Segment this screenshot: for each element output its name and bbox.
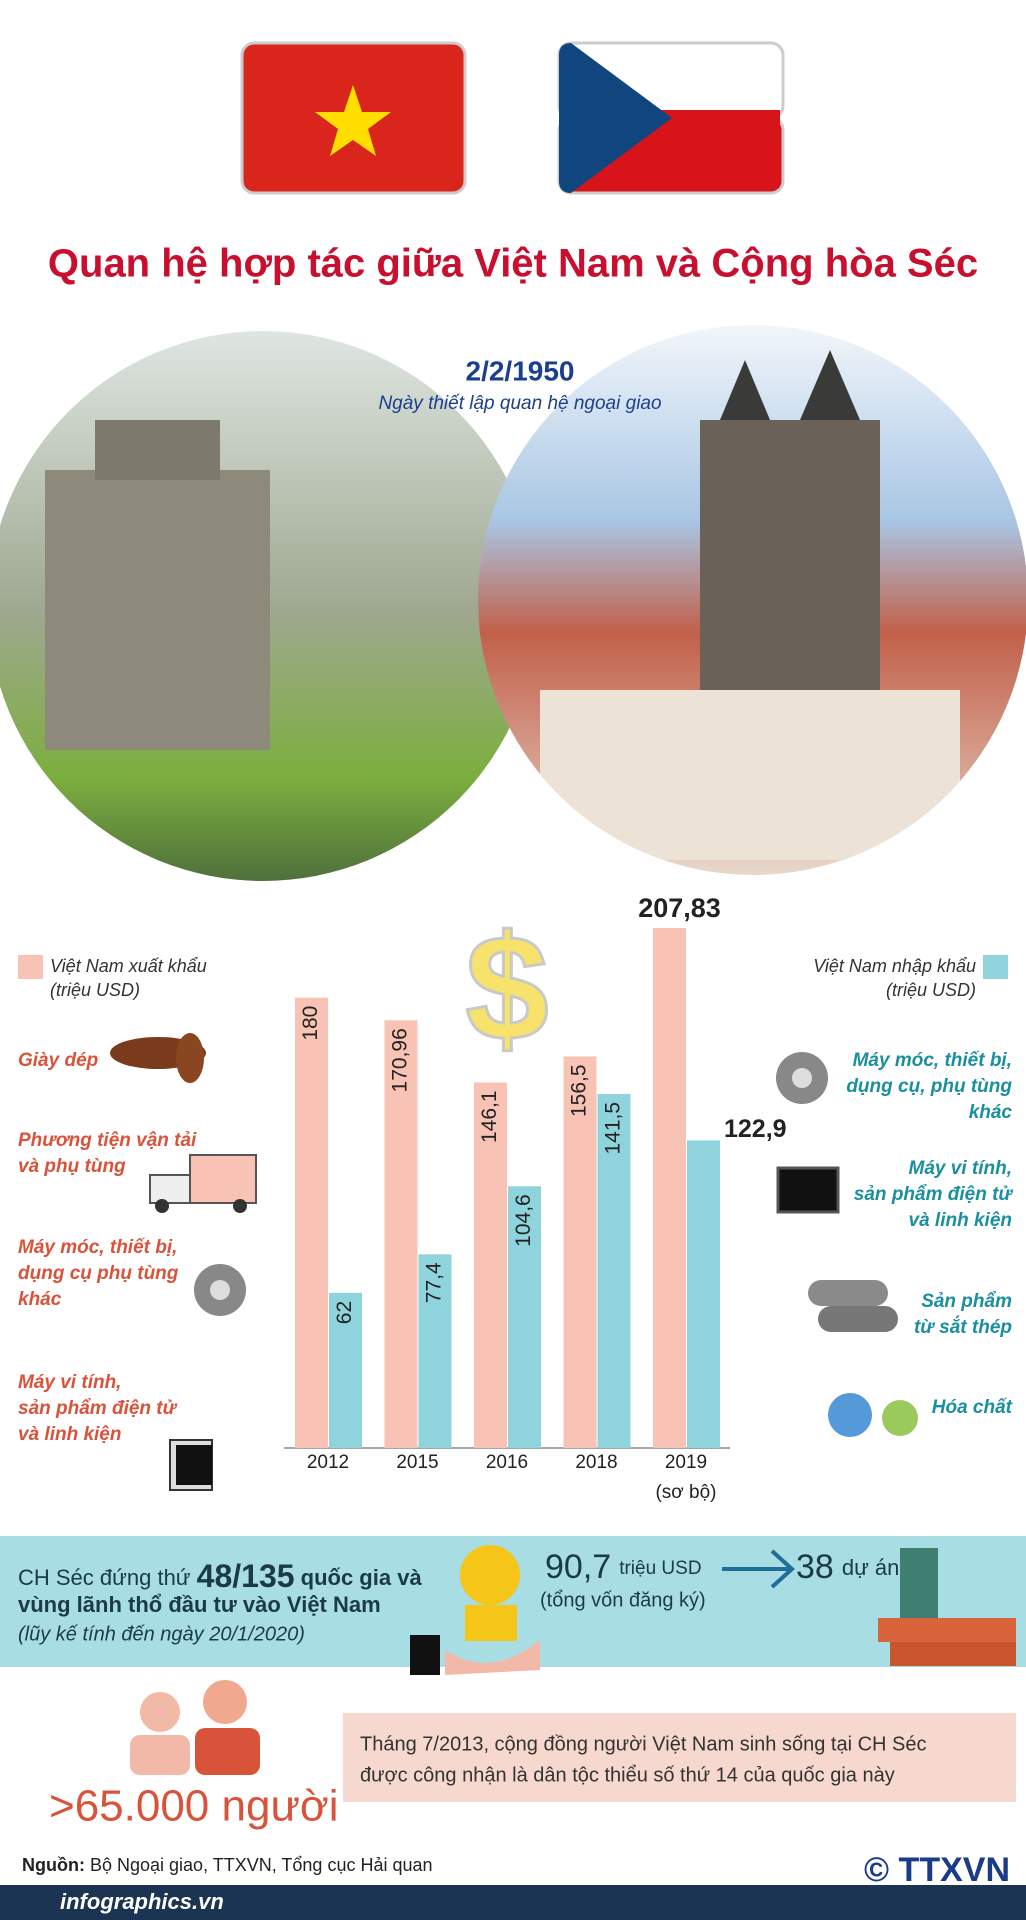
rank-line2: vùng lãnh thổ đầu tư vào Việt Nam (18, 1592, 381, 1617)
x-tick-label: 2015 (396, 1452, 438, 1473)
community-line: Tháng 7/2013, cộng đồng người Việt Nam s… (360, 1733, 926, 1755)
x-tick-label: 2019 (665, 1452, 707, 1473)
x-tick-label: 2012 (307, 1452, 349, 1473)
legend-label: Việt Nam nhập khẩu (813, 956, 976, 976)
bar (687, 1140, 720, 1448)
source: Nguồn: Bộ Ngoại giao, TTXVN, Tổng cục Hả… (22, 1855, 433, 1875)
value-label: 146,1 (478, 1090, 501, 1143)
community-box (343, 1713, 1016, 1802)
x-tick-note: (sơ bộ) (655, 1482, 716, 1503)
bar (653, 928, 686, 1448)
people-icon (130, 1680, 260, 1775)
rank-note: (lũy kế tính đến ngày 20/1/2020) (18, 1623, 305, 1645)
export-item: khác (18, 1289, 62, 1310)
community-line: được công nhận là dân tộc thiểu số thứ 1… (360, 1764, 895, 1786)
title: Quan hệ hợp tác giữa Việt Nam và Cộng hò… (48, 242, 978, 286)
value-label: 156,5 (568, 1064, 591, 1117)
capital: 90,7 triệu USD (545, 1548, 702, 1586)
value-label: 141,5 (602, 1102, 625, 1155)
projects: 38 dự án (796, 1548, 899, 1586)
date: 2/2/1950 (466, 355, 575, 386)
export-item: Giày dép (18, 1050, 98, 1071)
import-item: sản phẩm điện tử (854, 1184, 1014, 1205)
value-label: 180 (299, 1006, 322, 1041)
bar (563, 1056, 597, 1448)
legend-unit: (triệu USD) (50, 980, 140, 1000)
export-item: và phụ tùng (18, 1156, 126, 1177)
value-label: 170,96 (389, 1028, 412, 1092)
export-item: Máy vi tính, (18, 1372, 121, 1393)
bar (418, 1254, 452, 1448)
value-label: 104,6 (512, 1194, 535, 1247)
chart: 180 62 2012 170,96 77,4 2015 146,1 104,6 2016 156… (18, 893, 1008, 1503)
site: infographics.vn (60, 1889, 224, 1914)
bar (474, 1082, 507, 1448)
coin-icon (410, 1545, 540, 1675)
legend-swatch (18, 955, 43, 979)
legend-label: Việt Nam xuất khẩu (50, 956, 207, 976)
import-item: và linh kiện (909, 1210, 1012, 1231)
x-tick-label: 2016 (486, 1452, 528, 1473)
icons (110, 1033, 918, 1491)
export-item: Phương tiện vận tải (18, 1130, 197, 1151)
books-icon (878, 1548, 1016, 1666)
capital-caption: (tổng vốn đăng ký) (540, 1589, 706, 1611)
import-item: Máy móc, thiết bị, (853, 1050, 1012, 1071)
prague-photo (478, 325, 1026, 875)
projects-unit: dự án (842, 1555, 900, 1580)
import-item: Hóa chất (932, 1397, 1013, 1418)
export-item: dụng cụ phụ tùng (18, 1263, 179, 1284)
rank-suffix: quốc gia và (295, 1565, 423, 1590)
capital-value: 90,7 (545, 1548, 611, 1586)
legend-swatch (983, 955, 1008, 979)
source-text: Bộ Ngoại giao, TTXVN, Tổng cục Hải quan (85, 1855, 433, 1875)
community-count: >65.000 người (49, 1782, 339, 1831)
brand: © TTXVN (864, 1851, 1010, 1889)
export-item: và linh kiện (18, 1424, 121, 1445)
rank: 48/135 (197, 1558, 295, 1594)
bar (329, 1292, 362, 1448)
bar (384, 1020, 418, 1448)
source-label: Nguồn: (22, 1855, 85, 1875)
import-item: Sản phẩm (921, 1291, 1012, 1312)
value-label: 122,9 (724, 1115, 787, 1143)
rank-text: CH Séc đứng thứ 48/135 quốc gia và (18, 1558, 422, 1594)
import-item: từ sắt thép (914, 1316, 1012, 1338)
footer-bar (0, 1885, 1026, 1920)
items: Giày dép Phương tiện vận tải và phụ tùng Má… (18, 1050, 1013, 1445)
capital-unit: triệu USD (619, 1558, 701, 1579)
value-label: 77,4 (423, 1262, 446, 1303)
legend-unit: (triệu USD) (886, 980, 976, 1000)
vn-star (315, 85, 391, 156)
bar (597, 1093, 631, 1448)
cz-flag (557, 41, 785, 195)
export-item: sản phẩm điện tử (18, 1398, 178, 1419)
dollar-icon: $ (465, 904, 548, 1072)
import-item: Máy vi tính, (909, 1158, 1012, 1179)
value-label: 207,83 (638, 893, 721, 923)
bar (295, 997, 328, 1448)
bar (508, 1186, 541, 1448)
x-tick-label: 2018 (575, 1452, 617, 1473)
export-item: Máy móc, thiết bị, (18, 1237, 177, 1258)
arrow (722, 1549, 795, 1589)
rank-prefix: CH Séc đứng thứ (18, 1565, 197, 1590)
import-item: khác (969, 1102, 1013, 1123)
hanoi-photo (0, 331, 538, 881)
import-item: dụng cụ, phụ tùng (846, 1076, 1012, 1097)
projects-value: 38 (796, 1548, 834, 1586)
value-label: 62 (333, 1301, 356, 1324)
date-caption: Ngày thiết lập quan hệ ngoại giao (378, 393, 661, 414)
